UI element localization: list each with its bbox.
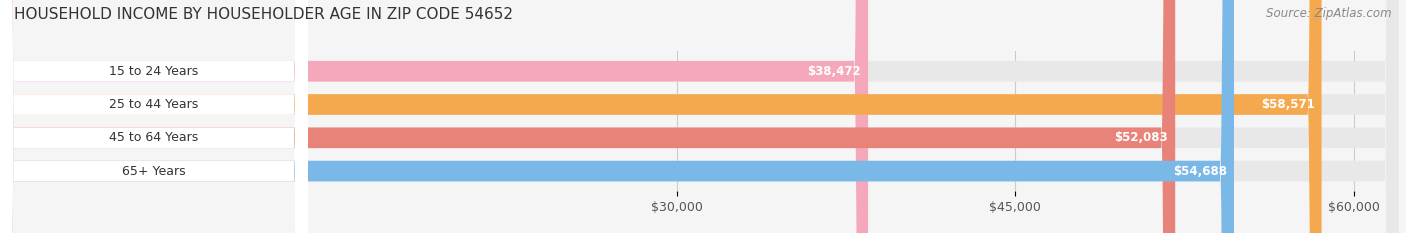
FancyBboxPatch shape <box>0 0 308 233</box>
FancyBboxPatch shape <box>0 0 1322 233</box>
FancyBboxPatch shape <box>0 0 868 233</box>
Text: 45 to 64 Years: 45 to 64 Years <box>110 131 198 144</box>
Text: $52,083: $52,083 <box>1115 131 1168 144</box>
Text: $54,688: $54,688 <box>1173 164 1227 178</box>
Text: Source: ZipAtlas.com: Source: ZipAtlas.com <box>1267 7 1392 20</box>
FancyBboxPatch shape <box>0 0 1234 233</box>
Text: $58,571: $58,571 <box>1261 98 1315 111</box>
FancyBboxPatch shape <box>0 0 1175 233</box>
FancyBboxPatch shape <box>0 0 308 233</box>
Text: $38,472: $38,472 <box>807 65 860 78</box>
Text: 25 to 44 Years: 25 to 44 Years <box>110 98 198 111</box>
Text: HOUSEHOLD INCOME BY HOUSEHOLDER AGE IN ZIP CODE 54652: HOUSEHOLD INCOME BY HOUSEHOLDER AGE IN Z… <box>14 7 513 22</box>
FancyBboxPatch shape <box>0 0 308 233</box>
FancyBboxPatch shape <box>0 0 308 233</box>
Text: 15 to 24 Years: 15 to 24 Years <box>110 65 198 78</box>
Text: 65+ Years: 65+ Years <box>122 164 186 178</box>
